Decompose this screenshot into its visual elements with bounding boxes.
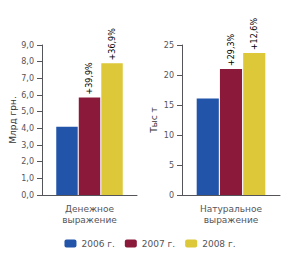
svg-text:3,0: 3,0 <box>21 141 34 150</box>
svg-text:0,0: 0,0 <box>21 191 34 200</box>
svg-text:+12,6%: +12,6% <box>250 18 259 51</box>
svg-text:Млрд грн.: Млрд грн. <box>8 96 18 144</box>
svg-text:Натуральное: Натуральное <box>200 204 263 214</box>
svg-text:5: 5 <box>169 161 174 170</box>
svg-text:20: 20 <box>164 71 174 80</box>
svg-text:10: 10 <box>164 131 174 140</box>
svg-text:15: 15 <box>164 101 174 110</box>
svg-text:4,0: 4,0 <box>21 124 34 133</box>
svg-text:7,0: 7,0 <box>21 74 34 83</box>
svg-text:Тыс т: Тыс т <box>149 107 159 134</box>
svg-text:выражение: выражение <box>62 215 117 225</box>
svg-text:Денежное: Денежное <box>65 204 114 214</box>
svg-text:6,0: 6,0 <box>21 91 34 100</box>
svg-text:+39,9%: +39,9% <box>85 62 94 95</box>
svg-text:2007 г.: 2007 г. <box>142 239 175 249</box>
svg-text:2006 г.: 2006 г. <box>81 239 114 249</box>
svg-text:9,0: 9,0 <box>21 41 34 50</box>
svg-text:25: 25 <box>164 41 174 50</box>
svg-text:0: 0 <box>169 191 174 200</box>
svg-text:выражение: выражение <box>204 215 259 225</box>
svg-text:2,0: 2,0 <box>21 157 34 166</box>
svg-text:+29,3%: +29,3% <box>227 33 236 66</box>
svg-text:1,0: 1,0 <box>21 174 34 183</box>
svg-text:2008 г.: 2008 г. <box>202 239 235 249</box>
svg-text:+36,9%: +36,9% <box>108 28 117 61</box>
svg-text:5,0: 5,0 <box>21 107 34 116</box>
svg-text:8,0: 8,0 <box>21 57 34 66</box>
